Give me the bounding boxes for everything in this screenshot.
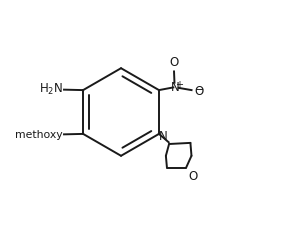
Text: +: + bbox=[175, 80, 183, 90]
Text: N: N bbox=[159, 130, 168, 143]
Text: O: O bbox=[169, 56, 179, 69]
Text: H$_2$N: H$_2$N bbox=[39, 82, 63, 97]
Text: O: O bbox=[194, 85, 203, 98]
Text: N: N bbox=[171, 81, 179, 94]
Text: O: O bbox=[188, 169, 197, 182]
Text: −: − bbox=[195, 84, 204, 94]
Text: methoxy: methoxy bbox=[15, 130, 63, 140]
